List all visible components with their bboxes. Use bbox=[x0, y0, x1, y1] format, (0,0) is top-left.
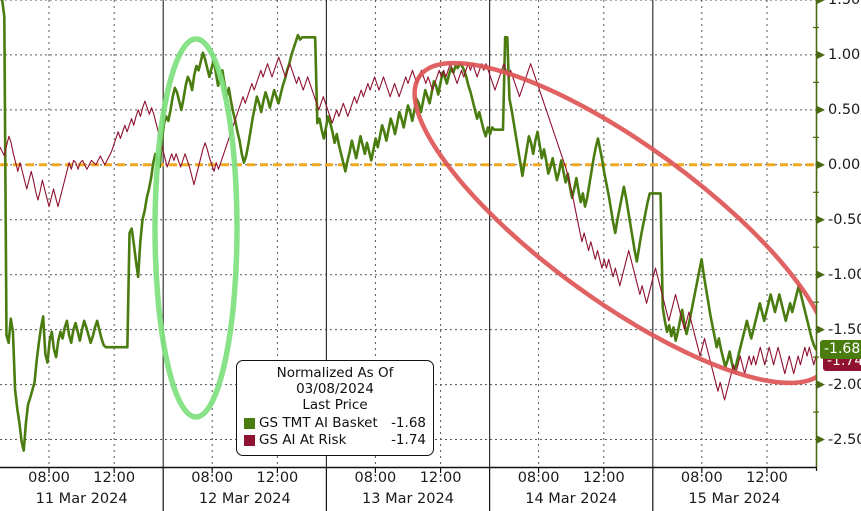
grid-layer bbox=[0, 0, 816, 467]
legend-value-tmt: -1.68 bbox=[391, 414, 426, 431]
x-axis-day-label: 12 Mar 2024 bbox=[198, 491, 291, 507]
x-axis-time-label: 08:00 bbox=[680, 470, 723, 486]
legend-label-at-risk: GS AI At Risk bbox=[259, 432, 347, 449]
y-axis-tick-label: -0.50 bbox=[828, 211, 861, 228]
legend-row-tmt[interactable]: GS TMT AI Basket -1.68 bbox=[244, 415, 426, 431]
x-axis-day-label: 13 Mar 2024 bbox=[362, 491, 454, 507]
legend-box[interactable]: Normalized As Of 03/08/2024 Last Price G… bbox=[236, 360, 434, 456]
x-axis-time-label: 08:00 bbox=[191, 470, 234, 486]
green-last-price-badge: -1.68 bbox=[820, 340, 861, 359]
y-axis-tick-label: 0.00 bbox=[828, 156, 861, 173]
x-axis-time-label: 12:00 bbox=[256, 470, 299, 486]
y-axis-tick-label: 1.50 bbox=[828, 0, 861, 8]
legend-swatch-red bbox=[244, 434, 255, 446]
x-axis-time-label: 12:00 bbox=[419, 470, 462, 486]
series-layer bbox=[0, 0, 816, 452]
x-axis-time-label: 12:00 bbox=[746, 470, 788, 486]
legend-title-normalized: Normalized As Of 03/08/2024 bbox=[276, 365, 394, 397]
x-axis-time-label: 08:00 bbox=[517, 470, 560, 486]
legend-label-tmt: GS TMT AI Basket bbox=[259, 414, 378, 431]
x-axis-day-label: 11 Mar 2024 bbox=[35, 491, 128, 507]
y-axis-tick-label: -2.00 bbox=[828, 376, 861, 393]
x-axis-day-label: 14 Mar 2024 bbox=[525, 491, 618, 507]
legend-value-at-risk: -1.74 bbox=[391, 432, 426, 449]
x-axis-time-label: 08:00 bbox=[28, 470, 70, 486]
x-axis-time-label: 12:00 bbox=[582, 470, 625, 486]
legend-swatch-green bbox=[244, 417, 255, 429]
y-axis-tick-label: 0.50 bbox=[828, 101, 861, 118]
legend-title-last-price: Last Price bbox=[302, 396, 368, 413]
x-axis-time-label: 08:00 bbox=[354, 470, 397, 486]
x-axis-time-label: 12:00 bbox=[93, 470, 136, 486]
legend-row-at-risk[interactable]: GS AI At Risk -1.74 bbox=[244, 432, 426, 448]
y-axis-tick-label: -2.50 bbox=[828, 431, 861, 448]
green-highlight-ellipse bbox=[152, 36, 240, 420]
x-axis-day-label: 15 Mar 2024 bbox=[688, 491, 781, 507]
red-highlight-ellipse bbox=[412, 60, 816, 386]
y-axis-tick-label: 1.00 bbox=[828, 46, 861, 63]
plot-area[interactable] bbox=[0, 0, 816, 467]
y-axis-tick-label: -1.00 bbox=[828, 266, 861, 283]
annotation-layer bbox=[152, 36, 816, 420]
y-axis-tick-label: -1.50 bbox=[828, 321, 861, 338]
